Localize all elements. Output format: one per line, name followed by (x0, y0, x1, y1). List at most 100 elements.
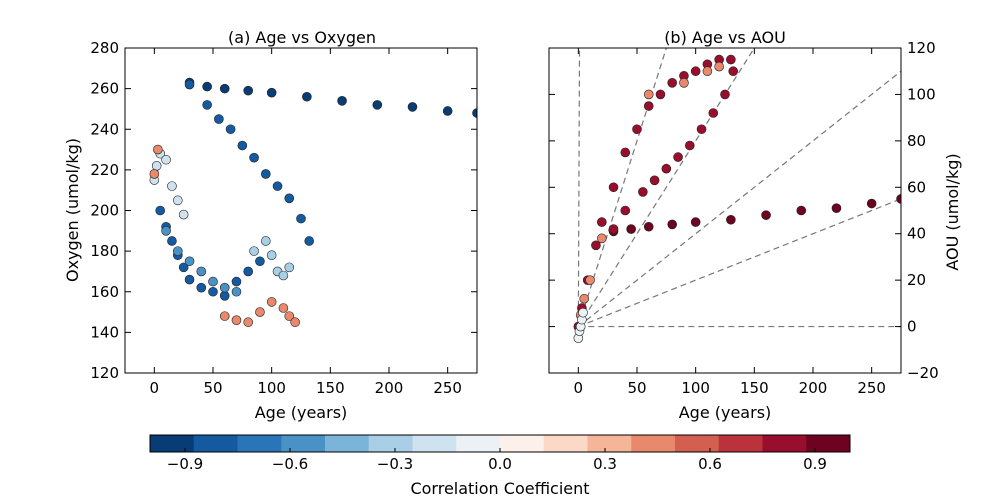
colorbar-segment (325, 435, 370, 452)
y-tick-label: 200 (90, 202, 119, 220)
colorbar-segment (587, 435, 632, 452)
data-point (208, 286, 218, 297)
data-point (255, 307, 265, 317)
data-point (225, 124, 236, 135)
data-point (690, 217, 701, 227)
y-tick-label: 100 (907, 85, 936, 103)
colorbar-segment (762, 435, 807, 452)
y-tick-label: 60 (907, 178, 926, 196)
data-point (196, 266, 207, 277)
data-point (372, 100, 383, 110)
data-point (620, 205, 631, 216)
data-point (260, 236, 271, 246)
data-point (184, 274, 195, 285)
y-tick-label: 280 (90, 39, 119, 57)
x-tick-label: 150 (316, 379, 345, 397)
data-point (585, 275, 595, 285)
data-point (266, 297, 277, 307)
colorbar-segment (456, 435, 501, 452)
colorbar: −0.9 −0.6 −0.3 0.0 0.3 0.6 0.9 Correlation Coe… (149, 434, 851, 498)
data-point (579, 293, 590, 304)
colorbar-segment (412, 435, 457, 452)
panel-a-xaxis: 0 50 100 150 200 250 (150, 48, 462, 397)
data-point (219, 282, 230, 293)
data-point (661, 163, 672, 174)
colorbar-segment (675, 435, 720, 452)
panel-b-title: (b) Age vs AOU (664, 28, 786, 47)
colorbar-tick-label: −0.9 (167, 455, 203, 473)
data-point (151, 161, 162, 171)
y-tick-label: 120 (90, 364, 119, 382)
data-point (638, 187, 648, 197)
data-point (608, 224, 619, 234)
series-3 (575, 61, 724, 320)
data-point (202, 100, 212, 110)
panel-b-reference-lines (577, 48, 901, 328)
data-point (337, 96, 347, 106)
data-point (649, 175, 660, 186)
data-point (266, 250, 277, 260)
colorbar-segment (543, 435, 588, 452)
data-point (178, 262, 189, 273)
data-point (728, 66, 739, 77)
colorbar-segment (500, 435, 545, 452)
data-point (272, 181, 283, 191)
data-point (626, 224, 636, 234)
data-point (173, 246, 183, 256)
x-tick-label: 50 (627, 379, 646, 397)
y-tick-label: 40 (907, 225, 926, 243)
colorbar-tick-label: −0.3 (377, 455, 413, 473)
panel-b-xlabel: Age (years) (679, 403, 772, 422)
reference-line-4 (577, 48, 667, 327)
data-point (591, 240, 601, 251)
x-tick-label: 100 (257, 379, 286, 397)
x-tick-label: 0 (574, 379, 584, 397)
x-tick-label: 100 (681, 379, 710, 397)
y-tick-label: 160 (90, 283, 119, 301)
data-point (231, 276, 242, 287)
panel-b-ylabel: AOU (umol/kg) (943, 153, 962, 270)
data-point (255, 256, 265, 267)
data-point (284, 262, 295, 273)
panel-a-ylabel: Oxygen (umol/kg) (63, 138, 82, 282)
data-point (284, 311, 295, 321)
series-1 (184, 79, 315, 246)
data-point (726, 54, 736, 65)
data-point (708, 108, 719, 118)
series-5 (149, 148, 189, 220)
panel-a: (a) Age vs Oxygen 0 50 100 150 200 250 120 140… (63, 28, 478, 422)
data-point (714, 61, 724, 72)
data-point (161, 226, 171, 236)
data-point (219, 291, 230, 301)
data-point (155, 205, 165, 216)
data-point (643, 89, 654, 100)
y-tick-label: 20 (907, 271, 926, 289)
data-point (720, 89, 730, 100)
x-tick-label: 150 (740, 379, 769, 397)
panel-b-points (573, 54, 901, 343)
data-point (196, 282, 207, 293)
x-tick-label: 250 (433, 379, 462, 397)
x-tick-label: 0 (150, 379, 160, 397)
data-point (442, 106, 453, 116)
y-tick-label: 120 (907, 39, 936, 57)
data-point (831, 203, 842, 213)
data-point (214, 114, 224, 124)
data-point (690, 66, 701, 77)
panel-b-xaxis: 0 50 100 150 200 250 (574, 48, 886, 397)
y-tick-label: 180 (90, 242, 119, 260)
reference-line-2 (577, 70, 901, 328)
data-point (620, 147, 631, 158)
data-point (219, 83, 230, 94)
series-2 (573, 54, 736, 332)
data-point (761, 210, 771, 220)
x-tick-label: 50 (203, 379, 222, 397)
colorbar-segment (631, 435, 676, 452)
panel-b: (b) Age vs AOU 0 50 100 150 200 250 −20 0 20 40 6… (548, 28, 962, 422)
colorbar-segment (150, 435, 195, 452)
y-tick-label: 220 (90, 161, 119, 179)
data-point (167, 181, 177, 191)
data-point (290, 317, 300, 328)
colorbar-tick-label: 0.9 (803, 455, 827, 473)
data-point (643, 221, 654, 232)
